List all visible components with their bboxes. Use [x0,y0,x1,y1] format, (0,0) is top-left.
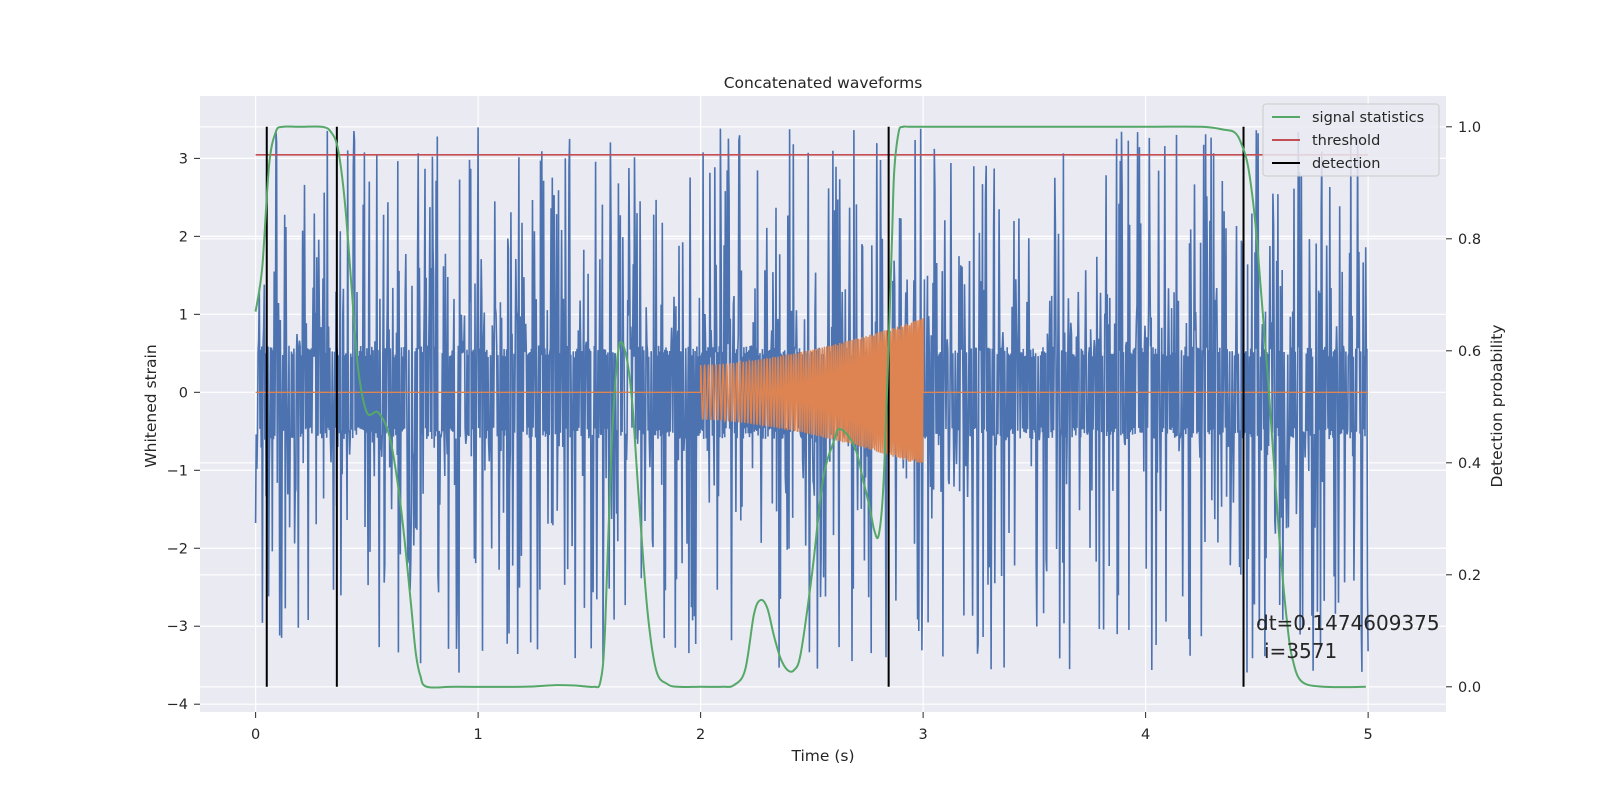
right-tick-label: 0.6 [1458,344,1481,360]
chart-title: Concatenated waveforms [724,74,923,92]
legend-box [1262,103,1440,177]
x-tick-label: 4 [1141,727,1150,743]
signal-statistics-series [254,125,1366,689]
y-tick-label: 3 [179,151,188,167]
x-axis-ticks: 0 1 2 3 4 5 [251,712,1373,743]
right-axis-ticks: 0.0 0.2 0.4 0.6 0.8 1.0 [1446,120,1481,696]
strain-series [254,127,1369,673]
strain-line [254,127,1369,673]
x-tick-label: 3 [919,727,928,743]
y-tick-label: −1 [167,463,188,479]
x-tick-label: 2 [696,727,705,743]
legend-label-threshold: threshold [1312,133,1380,149]
x-tick-label: 1 [474,727,483,743]
right-tick-label: 0.4 [1458,456,1481,472]
y-tick-label: 1 [179,307,188,323]
legend-label-signal-statistics: signal statistics [1312,110,1424,126]
x-tick-label: 0 [251,727,260,743]
y-tick-label: 0 [179,385,188,401]
y-tick-label: −2 [167,541,188,557]
annotation-dt: dt=0.1474609375 [1256,611,1440,635]
right-tick-label: 0.8 [1458,232,1481,248]
signal-statistics-line [254,125,1366,689]
annotation-i: i=3571 [1264,639,1337,663]
right-tick-label: 0.2 [1458,568,1481,584]
grid-lines [200,96,1446,712]
y-axis-ticks: −4 −3 −2 −1 0 1 2 3 [167,151,200,713]
right-tick-label: 0.0 [1458,680,1481,696]
legend: signal statistics threshold detection [1262,103,1440,177]
y-tick-label: 2 [179,229,188,245]
y-tick-label: −3 [167,619,188,635]
x-axis-label: Time (s) [790,747,854,765]
y-axis-label: Whitened strain [142,344,160,467]
detection-series [265,126,1245,687]
right-axis-label: Detection probability [1488,325,1506,488]
y-tick-label: −4 [167,697,188,713]
right-tick-label: 1.0 [1458,120,1481,136]
legend-label-detection: detection [1312,156,1380,172]
x-tick-label: 5 [1364,727,1373,743]
